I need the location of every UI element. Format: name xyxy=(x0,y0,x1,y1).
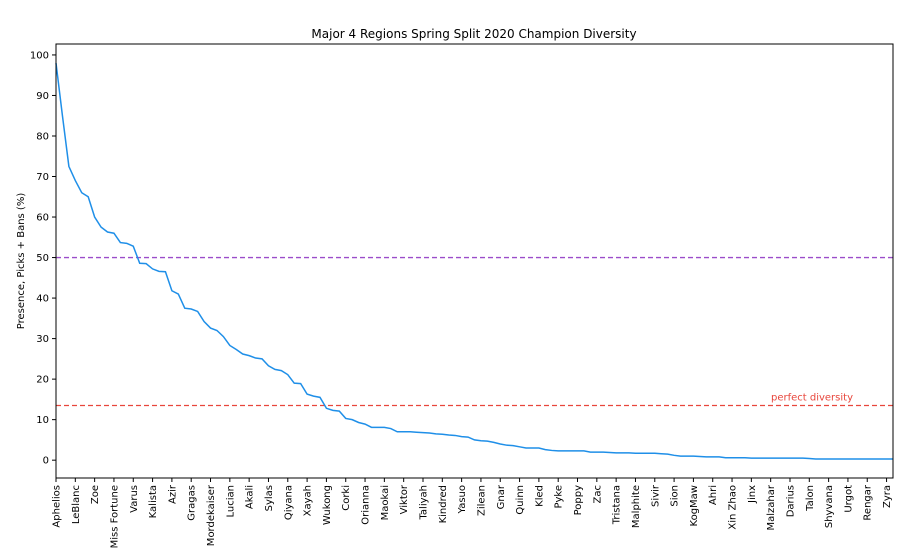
y-tick-label: 50 xyxy=(36,253,49,264)
x-tick-label: Zilean xyxy=(476,485,487,516)
x-tick-label: Xin Zhao xyxy=(728,485,739,530)
x-tick-label: Quinn xyxy=(515,485,526,515)
x-tick-label: Taliyah xyxy=(418,485,429,521)
x-tick-label: Orianna xyxy=(361,485,372,525)
x-tick-label: Xayah xyxy=(303,485,314,516)
x-tick-label: Zyra xyxy=(882,485,893,508)
x-tick-label: Poppy xyxy=(573,485,584,515)
y-tick-label: 0 xyxy=(43,456,49,467)
x-tick-label: Darius xyxy=(785,485,796,517)
x-tick-label: Akali xyxy=(245,485,256,509)
y-tick-label: 60 xyxy=(36,213,49,224)
x-tick-label: Wukong xyxy=(322,485,333,525)
y-tick-label: 90 xyxy=(36,91,49,102)
x-tick-label: Zac xyxy=(592,485,603,503)
x-tick-label: Aphelios xyxy=(52,485,63,528)
y-tick-label: 30 xyxy=(36,334,49,345)
x-tick-label: Kindred xyxy=(438,485,449,523)
x-tick-label: Kalista xyxy=(148,485,159,518)
y-tick-label: 100 xyxy=(30,50,49,61)
x-tick-label: Malphite xyxy=(631,485,642,528)
line xyxy=(55,62,893,460)
reference-label: perfect diversity xyxy=(771,392,853,403)
plot-frame xyxy=(55,43,894,479)
x-tick-label: Ahri xyxy=(708,485,719,505)
x-tick-label: Sion xyxy=(670,485,681,507)
x-tick-label: LeBlanc xyxy=(71,485,82,524)
x-tick-label: Viktor xyxy=(399,484,410,514)
x-tick-label: Lucian xyxy=(225,485,236,517)
x-tick-label: Yasuo xyxy=(457,485,468,515)
y-tick-label: 20 xyxy=(36,375,49,386)
x-tick-label: Gragas xyxy=(187,485,198,521)
x-tick-label: Mordekaiser xyxy=(206,484,217,546)
x-tick-label: Corki xyxy=(341,485,352,511)
x-tick-label: Tristana xyxy=(612,485,623,525)
x-tick-label: Pyke xyxy=(554,485,565,509)
x-tick-label: Zoe xyxy=(90,485,101,504)
chart-title: Major 4 Regions Spring Split 2020 Champi… xyxy=(311,27,636,41)
y-tick-label: 80 xyxy=(36,131,49,142)
x-tick-label: Malzahar xyxy=(766,484,777,530)
x-tick-label: Shyvana xyxy=(824,485,835,528)
x-tick-label: Qiyana xyxy=(283,485,294,520)
x-tick-label: Gnar xyxy=(496,484,507,509)
x-tick-label: Jinx xyxy=(747,485,758,504)
x-tick-label: Miss Fortune xyxy=(109,485,120,548)
x-tick-label: KogMaw xyxy=(689,485,700,526)
x-tick-label: Rengar xyxy=(863,484,874,520)
x-tick-label: Maokai xyxy=(380,485,391,520)
y-tick-label: 70 xyxy=(36,172,49,183)
y-tick-label: 10 xyxy=(36,415,49,426)
x-tick-label: Talon xyxy=(805,485,816,512)
x-tick-label: Urgot xyxy=(843,485,854,513)
x-tick-label: Sylas xyxy=(264,485,275,511)
x-tick-label: Varus xyxy=(129,485,140,513)
x-tick-label: Sivir xyxy=(650,484,661,507)
x-tick-label: Kled xyxy=(534,485,545,507)
y-axis-label: Presence, Picks + Bans (%) xyxy=(16,193,27,330)
y-tick-label: 40 xyxy=(36,294,49,305)
x-tick-label: Azir xyxy=(167,484,178,504)
